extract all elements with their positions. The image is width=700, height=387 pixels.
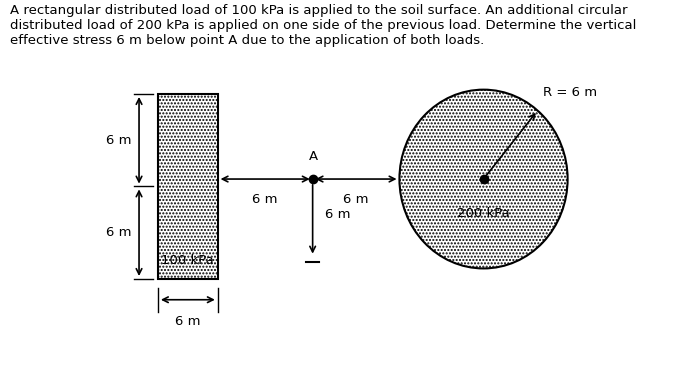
Text: 6 m: 6 m xyxy=(253,194,278,206)
Text: 6 m: 6 m xyxy=(175,315,201,328)
Text: 100 kPa: 100 kPa xyxy=(162,255,214,267)
Text: 6 m: 6 m xyxy=(106,134,131,147)
Ellipse shape xyxy=(400,90,568,269)
Text: 6 m: 6 m xyxy=(343,194,369,206)
Text: A rectangular distributed load of 100 kPa is applied to the soil surface. An add: A rectangular distributed load of 100 kP… xyxy=(10,4,637,47)
Text: A: A xyxy=(309,150,318,163)
Text: 6 m: 6 m xyxy=(106,226,131,239)
Bar xyxy=(158,94,218,279)
Text: 200 kPa: 200 kPa xyxy=(457,207,510,220)
Text: 6 m: 6 m xyxy=(325,208,350,221)
Text: R = 6 m: R = 6 m xyxy=(543,86,597,99)
